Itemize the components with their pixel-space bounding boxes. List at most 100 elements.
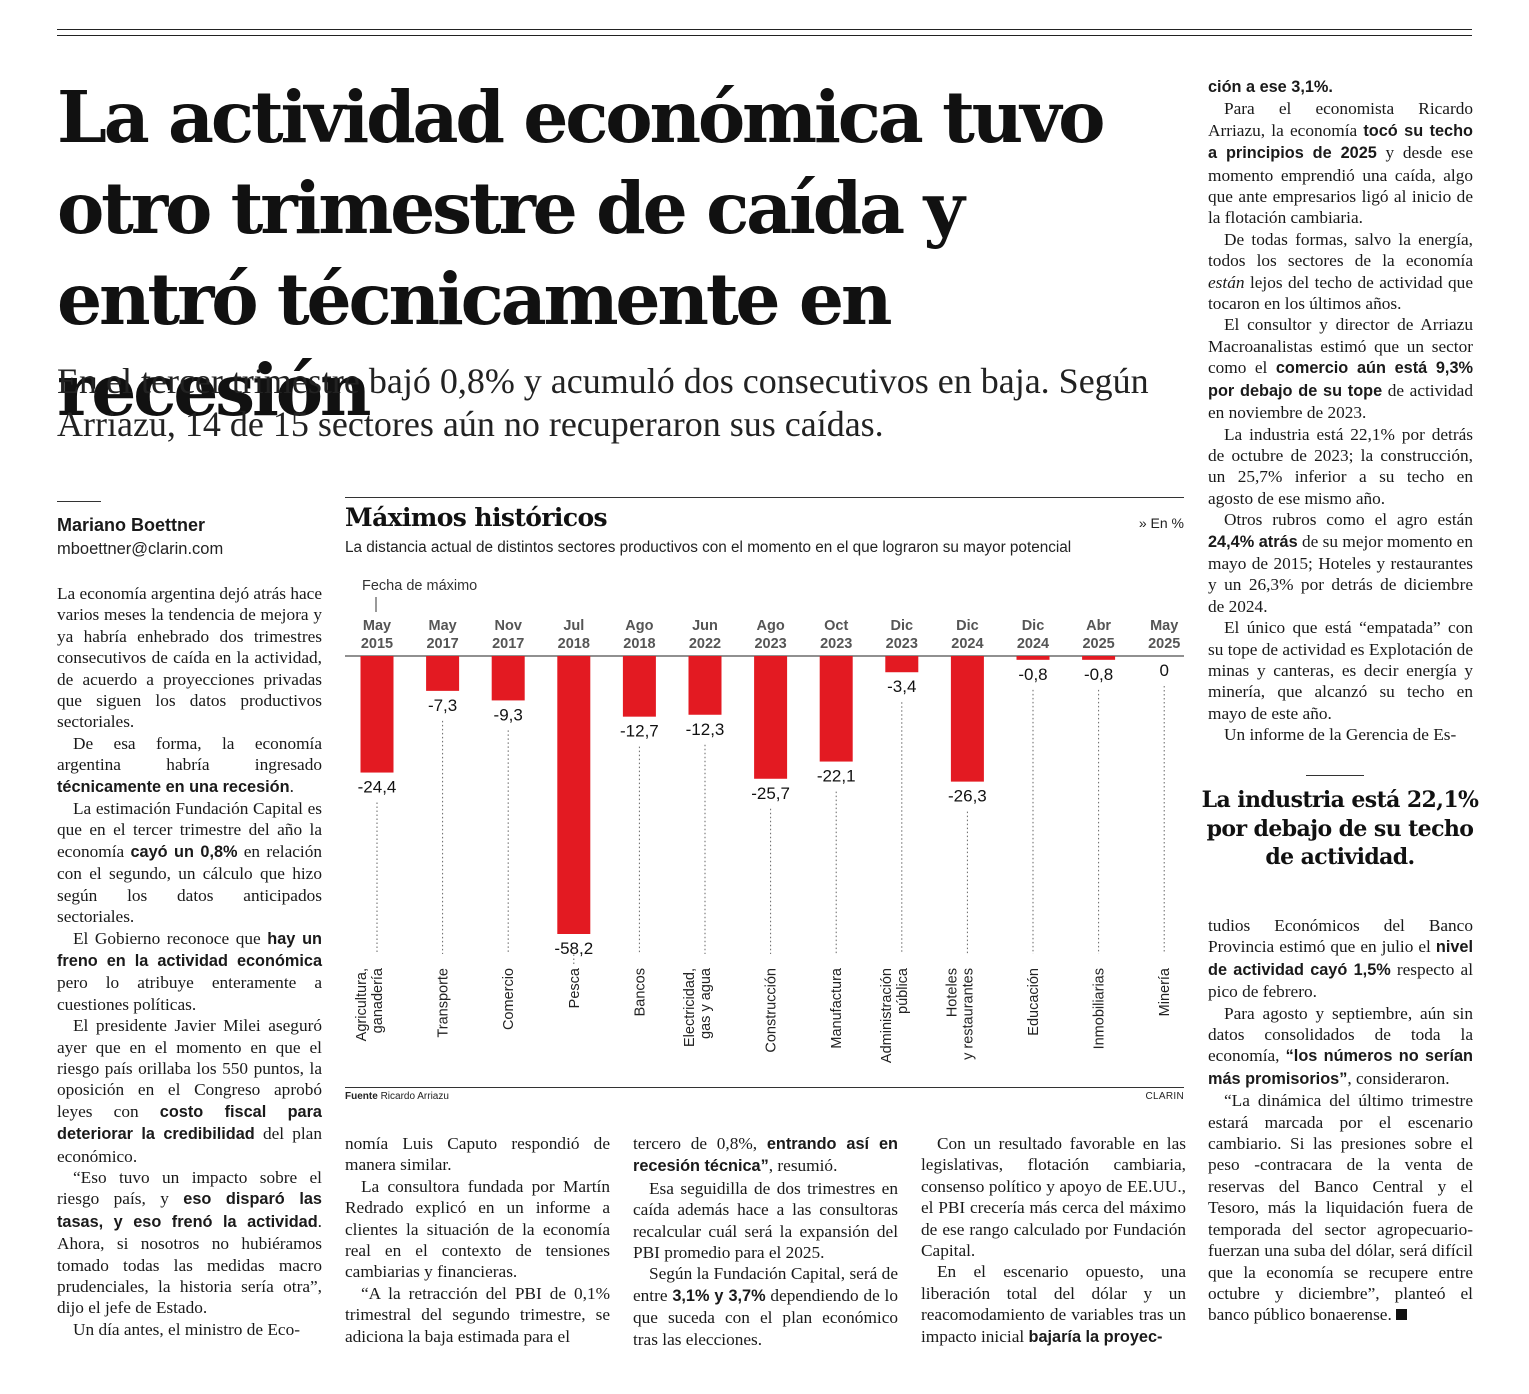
paragraph: El presidente Javier Milei aseguró ayer … xyxy=(57,1015,322,1167)
paragraph: “A la retracción del PBI de 0,1% trimest… xyxy=(345,1283,610,1347)
peak-date-month: Dic xyxy=(956,618,979,634)
bar-value-label: -0,8 xyxy=(1018,665,1047,684)
peak-date-month: Dic xyxy=(1022,618,1045,634)
category-label: Minería xyxy=(1157,967,1173,1016)
peak-date-month: Ago xyxy=(757,618,785,634)
text-run: , consideraron. xyxy=(1347,1068,1450,1088)
body-column-4: Con un resultado favorable en las legisl… xyxy=(921,1133,1186,1348)
paragraph: La estimación Fundación Capital es que e… xyxy=(57,798,322,927)
bold-emphasis: técnicamente en una recesión xyxy=(57,777,290,796)
text-run: Un informe de la Gerencia de Es- xyxy=(1224,725,1457,745)
chart-brand: CLARIN xyxy=(1145,1091,1184,1102)
category-label: Bancos xyxy=(632,968,648,1016)
peak-date-month: May xyxy=(363,618,391,634)
bold-emphasis: 24,4% atrás xyxy=(1208,532,1298,551)
subhead: En el tercer trimestre bajó 0,8% y acumu… xyxy=(57,361,1149,444)
bar-value-label: -26,3 xyxy=(948,787,987,806)
text-run: dependiendo de lo que suceda con el plan… xyxy=(633,1285,899,1349)
bar xyxy=(622,656,656,717)
text-run: La economía argentina dejó atrás hace va… xyxy=(57,584,323,732)
paragraph: La economía argentina dejó atrás hace va… xyxy=(57,583,322,733)
bar xyxy=(1082,656,1116,660)
text-run: El consultor y director de Arriazu Macro… xyxy=(1208,315,1473,378)
text-run: . xyxy=(289,776,294,796)
bold-emphasis: cayó un 0,8% xyxy=(130,842,238,861)
text-run: tudios Económicos del Banco Provincia es… xyxy=(1208,916,1473,957)
top-rule xyxy=(57,29,1472,30)
paragraph: Esa seguidilla de dos trimestres en caíd… xyxy=(633,1178,898,1264)
text-run: y desde ese momento emprendió una caída,… xyxy=(1208,143,1473,228)
paragraph: Un informe de la Gerencia de Es- xyxy=(1208,724,1473,745)
peak-date-month: May xyxy=(428,618,456,634)
text-run: Según la Fundación Capital, será de entr… xyxy=(633,1264,898,1305)
paragraph: tercero de 0,8%, entrando así en recesió… xyxy=(633,1133,898,1178)
paragraph: Para el economista Ricardo Arriazu, la e… xyxy=(1208,98,1473,228)
peak-date-year: 2018 xyxy=(558,636,590,652)
text-run: lejos del techo de actividad que tocaron… xyxy=(1208,272,1473,314)
category-label: Electricidad, xyxy=(682,968,698,1047)
bar-value-label: -0,8 xyxy=(1084,665,1113,684)
text-run: de actividad en noviembre de 2023. xyxy=(1208,380,1473,423)
chart-unit: » En % xyxy=(1138,515,1184,531)
bold-emphasis: “los números no serían más promisorios” xyxy=(1208,1047,1473,1088)
peak-date-year: 2024 xyxy=(951,636,983,652)
text-run: La industria está 22,1% por detrás de oc… xyxy=(1208,424,1473,508)
bar-value-label: -58,2 xyxy=(554,939,593,958)
bold-emphasis: bajaría la proyec- xyxy=(1028,1327,1163,1346)
peak-date-month: Jun xyxy=(692,618,718,634)
peak-date-year: 2022 xyxy=(689,636,721,652)
italic-emphasis: están xyxy=(1208,272,1245,292)
text-run: . Ahora, si nosotros no hubiéramos tomad… xyxy=(57,1211,322,1318)
text-run: Con un resultado favorable en las legisl… xyxy=(921,1134,1186,1261)
category-label: pública xyxy=(895,967,911,1014)
bold-emphasis: comercio aún está 9,3% por debajo de su … xyxy=(1208,359,1473,400)
text-run: en relación con el segundo, un cálculo q… xyxy=(57,841,322,927)
peak-date-month: Oct xyxy=(824,618,848,634)
category-label: Pesca xyxy=(567,967,583,1008)
peak-date-year: 2017 xyxy=(492,636,524,652)
text-run: De todas formas, salvo la energía, todos… xyxy=(1208,229,1473,271)
text-run: El presidente Javier Milei aseguró ayer … xyxy=(57,1016,322,1121)
peak-date-year: 2025 xyxy=(1082,636,1114,652)
bar xyxy=(754,656,788,779)
bar-value-label: -25,7 xyxy=(751,784,790,803)
text-run: del plan económico. xyxy=(57,1124,322,1166)
paragraph: Un día antes, el ministro de Eco- xyxy=(57,1319,322,1340)
peak-date-month: Jul xyxy=(563,618,584,634)
paragraph: El Gobierno reconoce que hay un freno en… xyxy=(57,928,322,1016)
text-run: , resumió. xyxy=(768,1156,838,1176)
peak-date-year: 2023 xyxy=(886,636,918,652)
peak-date-year: 2023 xyxy=(820,636,852,652)
category-label: Administración xyxy=(879,968,895,1063)
bar xyxy=(819,656,853,762)
category-label: y restaurantes xyxy=(960,968,976,1060)
body-column-1: La economía argentina dejó atrás hace va… xyxy=(57,583,322,1340)
category-label: Inmobiliarias xyxy=(1092,968,1108,1049)
peak-date-year: 2015 xyxy=(361,636,393,652)
peak-date-month: Dic xyxy=(891,618,914,634)
byline-rule xyxy=(57,501,101,502)
bar xyxy=(688,656,722,715)
bold-emphasis: nivel de actividad cayó 1,5% xyxy=(1208,938,1473,979)
author-email[interactable]: mboettner@clarin.com xyxy=(57,540,224,558)
category-label: Educación xyxy=(1026,968,1042,1036)
text-run: Para el economista Ricardo Arriazu, la e… xyxy=(1208,99,1473,140)
text-run: Un día antes, el ministro de Eco- xyxy=(73,1319,300,1339)
peak-date-month: Ago xyxy=(625,618,653,634)
peak-date-year: 2017 xyxy=(426,636,458,652)
category-label: Agricultura, xyxy=(354,968,370,1041)
paragraph: Según la Fundación Capital, será de entr… xyxy=(633,1263,898,1350)
paragraph: “La dinámica del último trimestre estará… xyxy=(1208,1090,1473,1325)
paragraph: El único que está “empatada” con su tope… xyxy=(1208,617,1473,724)
chart-top-rule xyxy=(345,497,1184,498)
paragraph: Otros rubros como el agro están 24,4% at… xyxy=(1208,509,1473,617)
paragraph: La industria está 22,1% por detrás de oc… xyxy=(1208,424,1473,510)
text-run: En el escenario opuesto, una liberación … xyxy=(921,1262,1186,1346)
chart-source-name: Ricardo Arriazu xyxy=(380,1091,449,1102)
text-run: respecto al pico de febrero. xyxy=(1208,959,1473,1002)
bold-emphasis: tocó su techo a principios de 2025 xyxy=(1208,121,1473,163)
text-run: La consultora fundada por Martín Redrado… xyxy=(345,1176,610,1282)
bar xyxy=(360,656,394,773)
category-label: Construcción xyxy=(764,968,780,1053)
chart-source: Fuente Ricardo Arriazu xyxy=(345,1091,449,1102)
